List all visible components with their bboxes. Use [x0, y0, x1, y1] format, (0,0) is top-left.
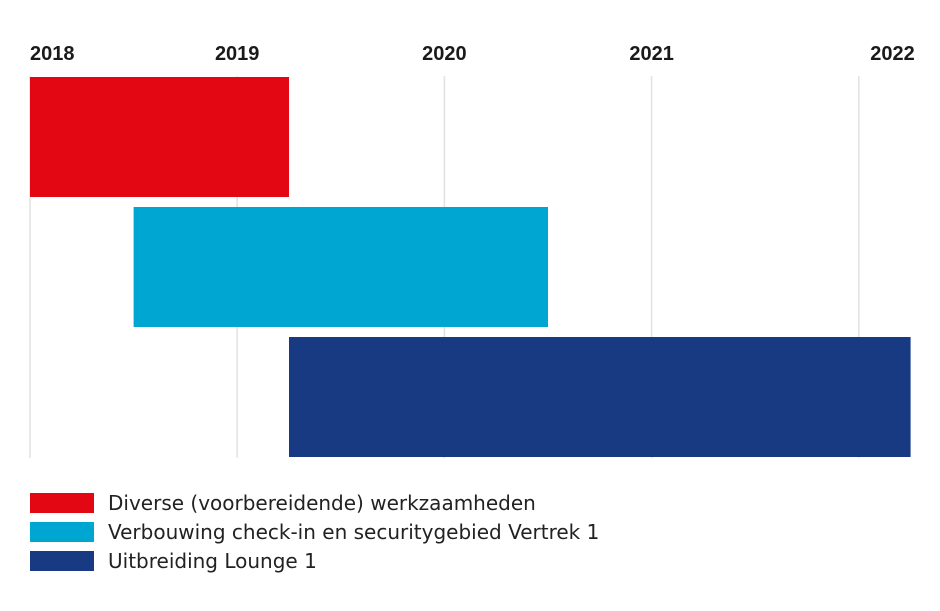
- bar-2: [133, 207, 548, 327]
- legend-label-diverse: Diverse (voorbereidende) werkzaamheden: [108, 490, 536, 515]
- timeline-bars: [30, 77, 911, 457]
- legend-swatch-verbouwing: [30, 521, 94, 542]
- bar-3: [289, 337, 911, 457]
- year-axis-labels: 2018 2019 2020 2021 2022: [30, 43, 915, 65]
- legend-label-verbouwing: Verbouwing check-in en securitygebied Ve…: [108, 519, 600, 544]
- tick-label-2019: 2019: [215, 43, 260, 65]
- legend-label-lounge: Uitbreiding Lounge 1: [108, 548, 317, 573]
- legend-swatch-lounge: [30, 550, 94, 571]
- gantt-chart: 2018 2019 2020 2021 2022: [29, 43, 915, 458]
- legend-item-verbouwing: Verbouwing check-in en securitygebied Ve…: [30, 517, 599, 546]
- tick-label-2018: 2018: [30, 43, 75, 65]
- tick-label-2021: 2021: [629, 43, 674, 65]
- legend-item-lounge: Uitbreiding Lounge 1: [30, 546, 599, 575]
- chart-legend: Diverse (voorbereidende) werkzaamheden V…: [30, 488, 599, 575]
- bar-1: [30, 77, 289, 197]
- legend-swatch-diverse: [30, 492, 94, 513]
- tick-label-2020: 2020: [422, 43, 467, 65]
- tick-label-2022: 2022: [870, 43, 915, 65]
- legend-item-diverse: Diverse (voorbereidende) werkzaamheden: [30, 488, 599, 517]
